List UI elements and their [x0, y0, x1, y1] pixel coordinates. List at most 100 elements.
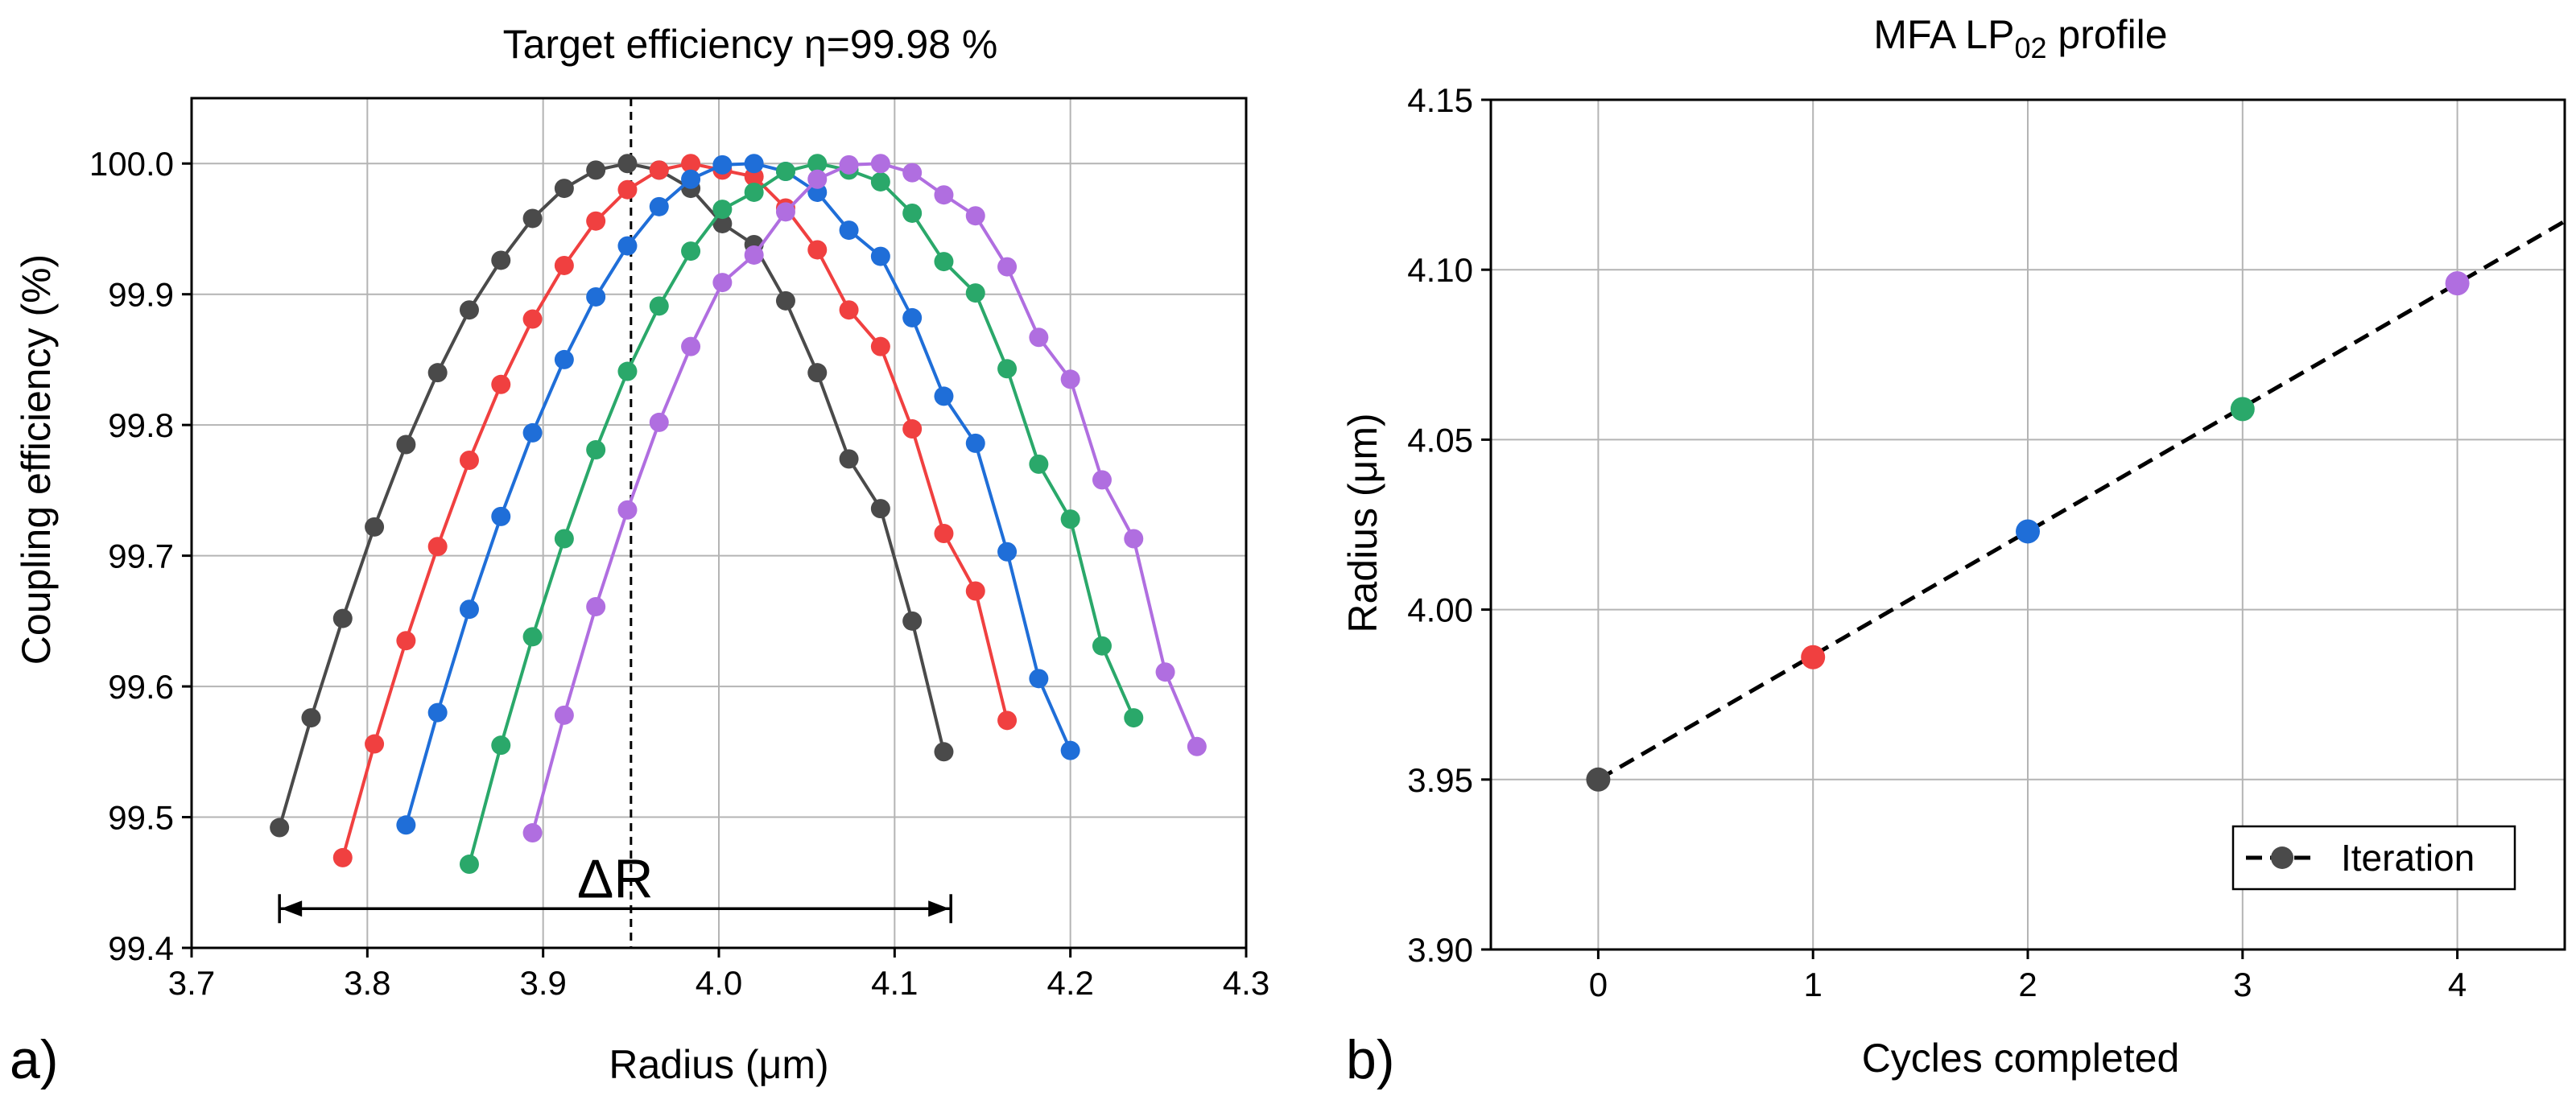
data-point	[712, 213, 733, 233]
data-point	[965, 206, 985, 226]
legend-marker	[2271, 846, 2293, 869]
data-point	[997, 359, 1018, 379]
data-point	[681, 169, 701, 189]
data-point	[712, 154, 733, 175]
data-point	[332, 608, 353, 628]
x-tick-label: 4.1	[871, 964, 918, 1002]
x-tick-label: 1	[1804, 966, 1823, 1003]
data-point	[365, 734, 385, 754]
data-point	[934, 742, 954, 762]
data-point	[554, 705, 574, 725]
data-point	[491, 506, 511, 526]
data-point	[459, 855, 479, 875]
data-point	[965, 283, 985, 303]
data-point	[775, 202, 795, 222]
y-tick-label: 3.90	[1407, 931, 1473, 969]
x-tick-label: 4.0	[696, 964, 742, 1002]
series-line	[468, 162, 1136, 865]
data-point	[617, 361, 638, 381]
data-point	[332, 847, 353, 867]
data-point	[649, 196, 669, 216]
data-point	[270, 818, 290, 838]
iteration-point-3	[2230, 397, 2255, 422]
y-tick-label: 99.7	[108, 538, 174, 575]
data-point	[934, 386, 954, 406]
data-point	[396, 435, 416, 455]
panel-a-axes-ticks: 3.7 3.8 3.9 4.0 4.1 4.2 4.3 99.4 99.5 99.6 99.7 99.…	[89, 145, 1269, 1002]
data-point	[870, 171, 890, 192]
data-point	[1092, 470, 1112, 490]
data-point	[617, 179, 638, 200]
y-tick-label: 99.6	[108, 668, 174, 706]
data-point	[617, 154, 638, 174]
data-point	[1029, 327, 1049, 348]
data-point	[870, 499, 890, 519]
data-point	[807, 169, 828, 189]
data-point	[491, 374, 511, 394]
data-point	[902, 307, 923, 327]
panel-b-series	[1586, 219, 2566, 792]
y-tick-label: 4.15	[1407, 81, 1473, 119]
y-tick-label: 99.5	[108, 799, 174, 837]
data-point	[459, 300, 479, 320]
panel-b-axes-ticks: 0 1 2 3 4 3.90 3.95 4.00 4.05 4.10 4.15	[1407, 81, 2467, 1003]
data-point	[839, 300, 859, 320]
x-tick-label: 3.7	[168, 964, 215, 1002]
data-point	[586, 211, 606, 231]
data-point	[1060, 740, 1080, 760]
panel-b-radius-chart: MFA LP02 profile 0 1 2 3 4 3.90 3.95 4.00 4.05 4.…	[1340, 12, 2566, 1090]
trend-dashed-line	[1597, 219, 2566, 781]
delta-r-arrow-head-right	[928, 900, 950, 917]
series-iteration-1	[332, 154, 1018, 867]
data-point	[775, 161, 795, 181]
data-point	[681, 336, 701, 356]
data-point	[870, 154, 890, 174]
x-tick-label: 4	[2448, 966, 2467, 1003]
x-tick-label: 0	[1589, 966, 1608, 1003]
data-point	[586, 160, 606, 180]
data-point	[522, 422, 543, 443]
data-point	[522, 208, 543, 229]
data-point	[1060, 509, 1080, 529]
data-point	[1187, 736, 1207, 756]
data-point	[617, 500, 638, 520]
data-point	[1124, 708, 1144, 728]
data-point	[712, 273, 733, 293]
data-point	[554, 179, 574, 199]
data-point	[459, 451, 479, 471]
data-point	[396, 815, 416, 835]
data-point	[554, 255, 574, 275]
panel-b-title: MFA LP02 profile	[1873, 12, 2167, 64]
y-tick-label: 99.9	[108, 276, 174, 314]
series-line	[341, 162, 1009, 859]
legend-label: Iteration	[2341, 837, 2475, 879]
data-point	[870, 246, 890, 266]
panel-a-label: a)	[10, 1029, 58, 1090]
delta-r-arrow-head-left	[281, 900, 303, 917]
iteration-point-1	[1801, 645, 1826, 669]
series-iteration-2	[396, 154, 1080, 835]
y-tick-label: 4.10	[1407, 251, 1473, 289]
panel-b-y-axis-label: Radius (μm)	[1340, 413, 1385, 632]
data-point	[649, 160, 669, 180]
data-point	[744, 182, 764, 202]
data-point	[712, 200, 733, 220]
data-point	[681, 154, 701, 174]
y-tick-label: 4.00	[1407, 591, 1473, 629]
x-tick-label: 3	[2233, 966, 2252, 1003]
data-point	[554, 529, 574, 549]
data-point	[459, 599, 479, 620]
series-line	[530, 162, 1199, 834]
data-point	[1029, 454, 1049, 474]
iteration-point-2	[2016, 519, 2040, 544]
data-point	[807, 154, 828, 174]
data-point	[965, 433, 985, 453]
data-point	[744, 154, 764, 174]
y-tick-label: 100.0	[89, 145, 174, 183]
x-tick-label: 2	[2018, 966, 2037, 1003]
data-point	[839, 449, 859, 469]
data-point	[586, 596, 606, 616]
data-point	[1124, 529, 1144, 549]
data-point	[301, 708, 321, 728]
